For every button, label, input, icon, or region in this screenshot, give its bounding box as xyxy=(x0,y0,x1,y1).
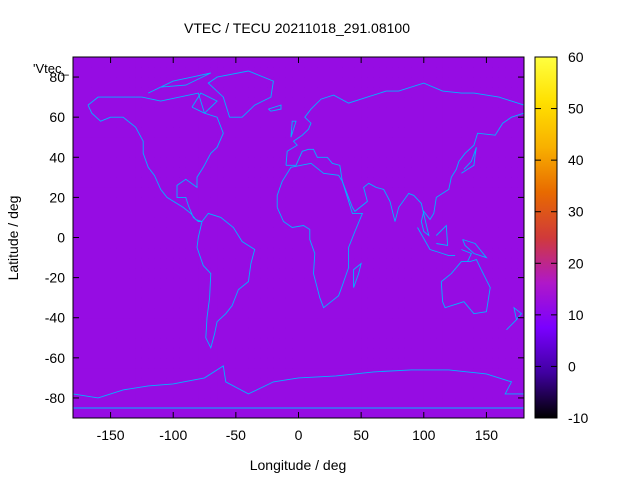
x-axis-label: Longitude / deg xyxy=(250,457,347,473)
heatmap-grid xyxy=(73,57,524,418)
colorbar-tick-label: 30 xyxy=(568,204,584,220)
x-tick-label: 150 xyxy=(475,427,499,443)
y-tick-label: 80 xyxy=(49,69,65,85)
y-tick-label: -40 xyxy=(45,310,65,326)
colorbar-tick-label: 20 xyxy=(568,255,584,271)
y-tick-label: -60 xyxy=(45,350,65,366)
x-tick-label: -50 xyxy=(226,427,246,443)
colorbar xyxy=(534,56,558,419)
colorbar-ticks: -10 0 10 20 30 40 50 60 xyxy=(535,49,588,426)
x-tick-label: -150 xyxy=(97,427,125,443)
x-tick-label: 100 xyxy=(412,427,436,443)
y-tick-label: 40 xyxy=(49,149,65,165)
y-tick-label: -80 xyxy=(45,390,65,406)
colorbar-tick-label: 50 xyxy=(568,101,584,117)
y-axis-ticks: -80 -60 -40 -20 0 20 40 60 80 xyxy=(45,69,524,406)
x-tick-label: 50 xyxy=(353,427,369,443)
y-tick-label: -20 xyxy=(45,270,65,286)
colorbar-tick-label: 60 xyxy=(568,49,584,65)
chart-title: VTEC / TECU 20211018_291.08100 xyxy=(184,20,410,36)
y-tick-label: 60 xyxy=(49,109,65,125)
y-tick-label: 0 xyxy=(57,230,65,246)
colorbar-tick-label: 0 xyxy=(568,358,576,374)
y-axis-label: Latitude / deg xyxy=(5,196,21,281)
y-tick-label: 20 xyxy=(49,189,65,205)
x-tick-label: 0 xyxy=(295,427,303,443)
coastlines xyxy=(73,70,524,409)
colorbar-tick-label: 10 xyxy=(568,307,584,323)
colorbar-tick-label: 40 xyxy=(568,152,584,168)
x-tick-label: -100 xyxy=(159,427,187,443)
colorbar-tick-label: -10 xyxy=(568,410,588,426)
x-axis-ticks: -150 -100 -50 0 50 100 150 xyxy=(97,57,499,443)
series-label: 'Vtec_ xyxy=(33,61,69,76)
